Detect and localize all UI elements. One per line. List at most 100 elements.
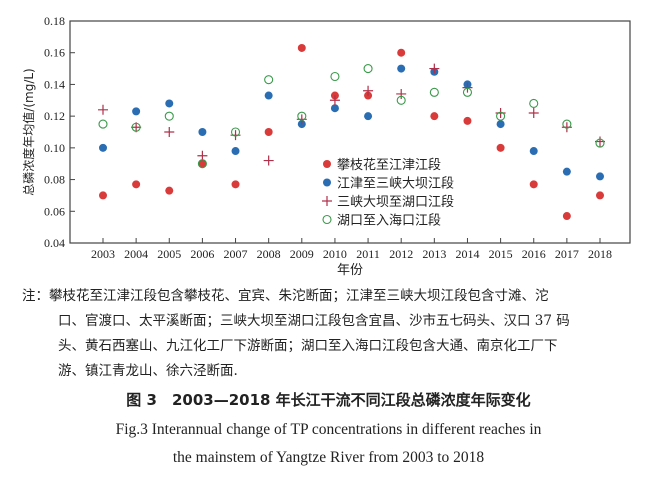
data-point-series-1	[562, 212, 571, 221]
x-tick-label: 2016	[522, 247, 546, 261]
data-point-series-4	[496, 111, 506, 121]
data-point-series-4	[562, 119, 572, 129]
legend-marker-3	[322, 196, 332, 206]
data-point-series-4	[131, 122, 141, 132]
data-point-series-4	[595, 138, 605, 148]
data-point-series-1	[430, 112, 439, 121]
data-point-series-3	[329, 95, 340, 106]
x-tick-label: 2012	[389, 247, 413, 261]
data-point-series-3	[197, 150, 208, 161]
data-point-series-3	[164, 127, 175, 137]
data-point-series-1	[231, 180, 240, 189]
data-point-series-2	[132, 107, 141, 116]
y-tick-label: 0.06	[44, 204, 65, 218]
data-point-series-1	[297, 43, 306, 52]
x-tick-label: 2017	[555, 247, 579, 261]
y-tick-label: 0.18	[44, 14, 65, 28]
legend-marker-2	[323, 178, 331, 187]
data-point-series-1	[397, 48, 406, 57]
data-point-series-3	[296, 114, 307, 125]
y-tick-label: 0.04	[44, 236, 65, 250]
x-axis-label: 年份	[337, 263, 363, 278]
legend-label-1: 攀枝花至江津江段	[337, 157, 441, 173]
data-point-series-2	[330, 104, 339, 113]
data-point-series-3	[429, 63, 440, 74]
data-point-series-2	[529, 147, 538, 156]
y-tick-label: 0.10	[44, 141, 65, 155]
x-tick-label: 2004	[124, 247, 148, 261]
data-point-series-1	[529, 180, 538, 189]
data-point-series-2	[562, 167, 571, 176]
data-point-series-2	[231, 147, 240, 156]
english-caption-line-2: the mainstem of Yangtze River from 2003 …	[172, 449, 485, 466]
data-point-series-4	[230, 127, 241, 137]
y-tick-label: 0.12	[44, 109, 65, 123]
x-tick-label: 2005	[157, 247, 181, 261]
x-tick-label: 2015	[489, 247, 513, 261]
y-tick-label: 0.08	[44, 173, 65, 187]
legend-marker-1	[323, 160, 331, 168]
data-point-series-3	[462, 82, 473, 93]
data-point-series-3	[528, 107, 539, 118]
note-line-4: 游、镇江青龙山、徐六泾断面.	[58, 363, 238, 379]
data-point-series-2	[496, 120, 505, 129]
data-point-series-1	[596, 191, 604, 200]
data-point-series-1	[496, 143, 505, 152]
x-tick-label: 2008	[257, 247, 281, 261]
data-point-series-2	[596, 172, 604, 181]
data-point-series-1	[198, 159, 207, 168]
data-point-series-1	[132, 180, 141, 189]
legend-label-4: 湖口至入海口江段	[337, 214, 441, 229]
data-point-series-4	[462, 87, 473, 97]
data-point-series-1	[99, 191, 107, 200]
data-point-series-4	[429, 87, 439, 97]
note-line-2: 口、官渡口、太平溪断面；三峡大坝至湖口江段包含宜昌、沙市五七码头、汉口 37 码	[58, 313, 570, 329]
data-point-series-3	[363, 85, 374, 96]
x-tick-label: 2013	[422, 247, 446, 261]
note-line-1: 注：攀枝花至江津江段包含攀枝花、宜宾、朱沱断面；江津至三峡大坝江段包含寸滩、沱	[22, 288, 549, 304]
data-point-series-2	[198, 128, 207, 136]
data-point-series-1	[165, 186, 174, 195]
x-tick-label: 2014	[455, 247, 479, 261]
data-point-series-3	[396, 88, 407, 99]
x-tick-label: 2010	[323, 247, 347, 261]
english-caption-line-1: Fig.3 Interannual change of TP concentra…	[115, 421, 542, 438]
data-point-series-4	[197, 159, 207, 169]
data-point-series-3	[131, 122, 142, 133]
figure-title: 图 3 2003—2018 年长江干流不同江段总磷浓度年际变化	[126, 391, 531, 409]
data-point-series-1	[463, 116, 472, 125]
data-point-series-4	[330, 71, 340, 82]
scatter-chart: 0.04 0.06 0.08 0.10 0.12 0.14 0.16 0.18 2003 2004…	[21, 14, 631, 278]
legend-label-2: 江津至三峡大坝江段	[337, 177, 454, 192]
legend-label-3: 三峡大坝至湖口江段	[337, 195, 454, 210]
data-point-series-3	[495, 107, 506, 118]
data-point-series-3	[98, 104, 108, 115]
data-point-series-1	[264, 128, 273, 136]
data-point-series-4	[98, 119, 108, 129]
data-point-series-3	[230, 130, 241, 141]
x-tick-label: 2018	[588, 247, 612, 261]
data-point-series-4	[363, 64, 373, 74]
data-point-series-3	[263, 155, 274, 166]
note-line-3: 头、黄石西塞山、九江化工厂下游断面；湖口至入海口江段包含大通、南京化工厂下	[58, 338, 558, 354]
x-tick-label: 2006	[190, 247, 214, 261]
data-point-series-3	[561, 122, 572, 133]
legend-marker-4	[322, 214, 332, 225]
data-point-series-4	[297, 111, 307, 121]
data-point-series-4	[164, 111, 174, 121]
y-axis-label: 总磷浓度年均值/(mg/L)	[21, 68, 36, 195]
plot-frame	[69, 20, 631, 244]
data-point-series-2	[264, 91, 273, 100]
x-tick-label: 2007	[224, 247, 248, 261]
data-point-series-2	[99, 143, 107, 152]
data-point-series-4	[529, 98, 539, 109]
data-point-series-2	[165, 99, 174, 108]
x-tick-label: 2009	[290, 247, 314, 261]
x-tick-label: 2011	[356, 247, 380, 261]
data-point-series-4	[396, 95, 406, 105]
data-point-series-2	[364, 112, 373, 121]
data-point-series-2	[397, 64, 406, 73]
data-point-series-4	[264, 75, 274, 85]
x-tick-label: 2003	[91, 247, 115, 261]
